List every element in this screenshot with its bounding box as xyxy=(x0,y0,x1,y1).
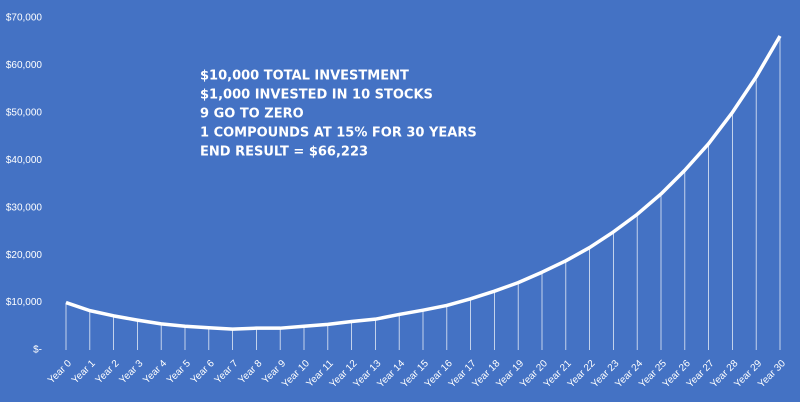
annotation: END RESULT = $66,223 xyxy=(200,145,368,160)
annotation: $1,000 INVESTED IN 10 STOCKS xyxy=(200,88,433,103)
y-tick-label: $- xyxy=(33,345,42,356)
y-tick-label: $40,000 xyxy=(6,155,43,166)
y-tick-label: $70,000 xyxy=(6,13,43,24)
y-tick-label: $30,000 xyxy=(6,202,43,213)
annotation: 1 COMPOUNDS AT 15% FOR 30 YEARS xyxy=(200,126,477,141)
y-tick-label: $60,000 xyxy=(6,60,43,71)
y-tick-label: $20,000 xyxy=(6,250,43,261)
line xyxy=(65,35,782,331)
y-tick-label: $50,000 xyxy=(6,107,43,118)
annotation: $10,000 TOTAL INVESTMENT xyxy=(200,69,409,84)
annotation: 9 GO TO ZERO xyxy=(200,107,304,122)
y-tick-label: $10,000 xyxy=(6,297,43,308)
